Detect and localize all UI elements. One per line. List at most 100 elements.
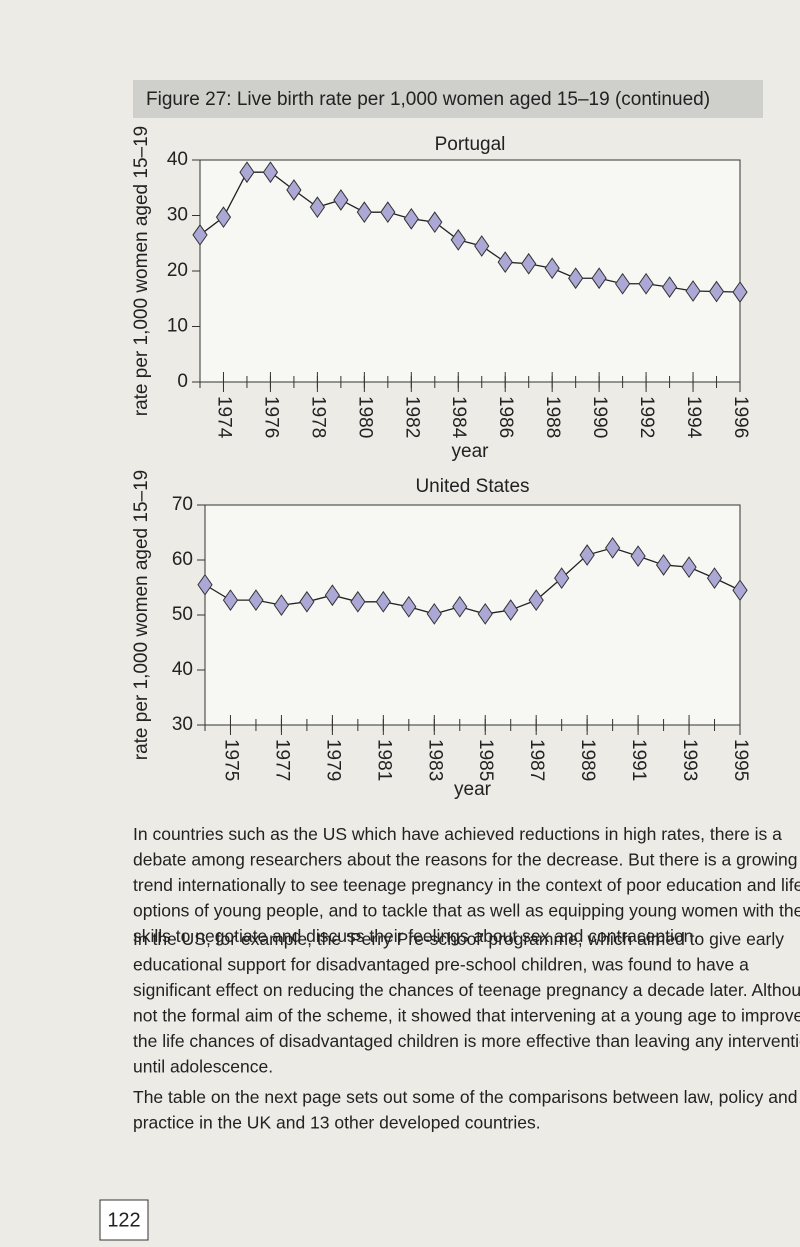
y-tick-label: 70 — [172, 494, 193, 515]
x-tick-label: 1987 — [526, 739, 547, 781]
paragraph-line: the life chances of disadvantaged childr… — [133, 1031, 800, 1051]
x-tick-label: 1990 — [589, 396, 610, 438]
x-tick-label: 1986 — [495, 396, 516, 438]
data-point — [375, 590, 391, 613]
y-tick-label: 60 — [172, 549, 193, 570]
data-point — [474, 235, 490, 257]
data-point — [380, 201, 396, 224]
data-point — [273, 594, 290, 616]
chart-title: United States — [415, 476, 529, 497]
paragraph-line: In the US, for example, the ‘Perry Pre-s… — [133, 929, 784, 949]
paragraph-line: The table on the next page sets out some… — [133, 1087, 797, 1107]
data-point — [614, 272, 631, 295]
data-point — [685, 280, 701, 302]
data-point — [401, 595, 417, 618]
paragraph-line: practice in the UK and 13 other develope… — [133, 1113, 541, 1133]
data-point — [350, 590, 366, 613]
y-axis-title: rate per 1,000 women aged 15–19 — [131, 470, 152, 761]
data-point — [262, 161, 279, 184]
x-tick-label: 1983 — [424, 739, 445, 781]
data-point — [427, 211, 443, 234]
data-point — [477, 603, 493, 625]
x-tick-label: 1975 — [220, 739, 241, 781]
data-point — [521, 252, 537, 275]
x-tick-label: 1976 — [260, 396, 281, 438]
data-point — [708, 280, 725, 303]
data-point — [426, 603, 442, 625]
data-point — [544, 257, 560, 280]
plot-area — [204, 504, 741, 726]
data-point — [248, 589, 264, 612]
plot-area — [199, 159, 741, 383]
data-point — [497, 251, 513, 273]
paragraph-line: trend internationally to see teenage pre… — [133, 875, 800, 895]
data-point — [630, 545, 646, 568]
x-tick-label: 1992 — [636, 396, 657, 438]
x-tick-label: 1995 — [730, 739, 751, 781]
x-tick-label: 1989 — [577, 739, 598, 781]
data-point — [215, 206, 232, 229]
data-point — [324, 584, 340, 607]
data-point — [286, 179, 302, 201]
data-point — [503, 599, 519, 621]
data-point — [579, 544, 595, 566]
data-point — [661, 276, 678, 298]
page-number: 122 — [107, 1209, 140, 1231]
paragraph-line: until adolescence. — [133, 1057, 273, 1077]
paragraph-line: skills to negotiate and discuss their fe… — [133, 926, 698, 946]
data-point — [655, 554, 672, 576]
data-point — [638, 272, 654, 295]
data-point — [239, 161, 255, 184]
chart-title: Portugal — [435, 134, 506, 155]
series-line — [204, 547, 741, 615]
x-tick-label: 1982 — [401, 396, 422, 438]
x-axis-title: year — [454, 779, 492, 800]
data-point — [732, 579, 748, 602]
paragraph-line: debate among researchers about the reaso… — [133, 850, 797, 870]
x-tick-label: 1984 — [448, 396, 469, 439]
paragraph-line: significant effect on reducing the chanc… — [133, 980, 800, 1000]
page-number-box — [99, 1199, 149, 1241]
x-tick-label: 1979 — [322, 739, 343, 781]
x-tick-label: 1991 — [628, 739, 649, 781]
data-point — [333, 189, 349, 211]
paragraph-line: educational support for disadvantaged pr… — [133, 955, 749, 975]
data-point — [681, 556, 697, 579]
data-point — [356, 201, 372, 224]
x-tick-label: 1988 — [542, 396, 563, 438]
x-tick-label: 1981 — [373, 739, 394, 781]
data-point — [706, 567, 723, 590]
data-point — [222, 589, 239, 612]
data-point — [192, 224, 208, 246]
x-tick-label: 1977 — [271, 739, 292, 781]
data-point — [605, 537, 621, 559]
figure-header — [133, 80, 763, 118]
y-tick-label: 20 — [167, 260, 188, 281]
y-axis-title: rate per 1,000 women aged 15–19 — [131, 126, 152, 417]
y-tick-label: 0 — [177, 371, 188, 392]
x-tick-label: 1993 — [679, 739, 700, 781]
x-tick-label: 1994 — [683, 396, 704, 439]
paragraph-line: not the formal aim of the scheme, it sho… — [133, 1006, 800, 1026]
x-tick-label: 1980 — [354, 396, 375, 438]
y-tick-label: 40 — [167, 149, 188, 170]
data-point — [554, 567, 570, 590]
data-point — [568, 267, 584, 290]
x-tick-label: 1996 — [730, 396, 751, 438]
paragraph-line: In countries such as the US which have a… — [133, 824, 782, 844]
x-tick-label: 1974 — [213, 396, 234, 439]
data-point — [452, 595, 468, 618]
paragraph-line: options of young people, and to tackle t… — [133, 901, 800, 921]
x-axis-title: year — [452, 441, 490, 462]
data-point — [309, 196, 326, 219]
data-point — [528, 589, 544, 612]
data-point — [732, 281, 748, 303]
y-tick-label: 10 — [167, 316, 188, 337]
data-point — [299, 590, 315, 613]
figure-title: Figure 27: Live birth rate per 1,000 wom… — [146, 89, 710, 110]
x-tick-label: 1985 — [475, 739, 496, 781]
data-point — [403, 207, 419, 230]
x-tick-label: 1978 — [307, 396, 328, 438]
